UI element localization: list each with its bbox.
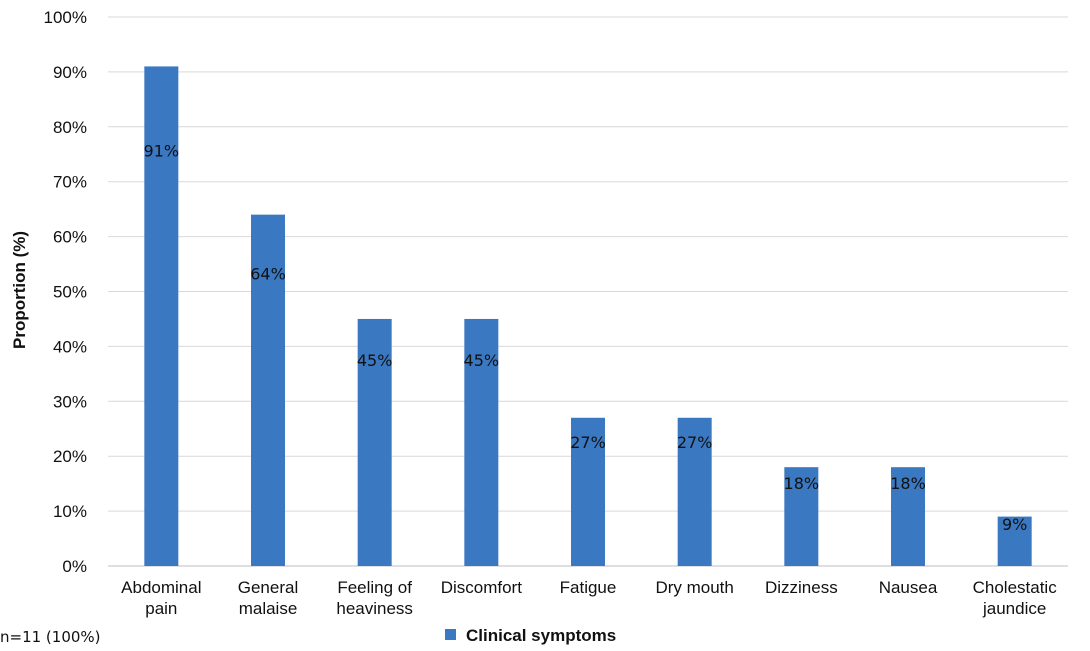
x-axis-ticks: Abdominal pain General malaise Feeling of hea… <box>121 578 1057 618</box>
bar <box>251 214 285 566</box>
x-tick-label: Fatigue <box>560 578 617 597</box>
data-label: 45% <box>464 351 500 370</box>
y-tick-label: 60% <box>53 228 87 247</box>
bars <box>144 66 1032 566</box>
bar <box>144 66 179 566</box>
legend-swatch <box>445 629 456 640</box>
data-label: 18% <box>784 474 820 493</box>
bar <box>784 467 819 566</box>
x-tick-label: Dry mouth <box>655 578 733 597</box>
y-axis-ticks: 0% 10% 20% 30% 40% 50% 60% 70% 80% 90% 100% <box>44 8 87 576</box>
y-tick-label: 30% <box>53 392 87 411</box>
bar <box>571 417 605 566</box>
bar <box>464 318 499 566</box>
data-label: 64% <box>250 264 286 283</box>
y-tick-label: 90% <box>53 63 87 82</box>
bar <box>357 318 392 566</box>
y-tick-label: 20% <box>53 447 87 466</box>
sample-size-note: n=11 (100%) <box>0 628 101 646</box>
x-tick-label: Nausea <box>879 578 938 597</box>
data-label: 18% <box>890 474 926 493</box>
data-label: 45% <box>357 351 393 370</box>
x-tick-label: Dizziness <box>765 578 838 597</box>
y-tick-label: 0% <box>62 557 87 576</box>
bar <box>891 467 925 566</box>
y-tick-label: 40% <box>53 337 87 356</box>
data-labels: 91% 64% 45% 45% 27% 27% 18% 18% 9% <box>144 141 1028 534</box>
legend: Clinical symptoms <box>445 626 616 645</box>
x-tick-label: Cholestatic jaundice <box>973 578 1058 618</box>
y-tick-label: 50% <box>53 283 87 302</box>
y-tick-label: 10% <box>53 502 87 521</box>
data-label: 9% <box>1002 515 1027 534</box>
bar <box>677 417 712 566</box>
y-tick-label: 80% <box>53 118 87 137</box>
x-tick-label: Abdominal pain <box>121 578 201 618</box>
y-tick-label: 100% <box>44 8 87 27</box>
legend-label: Clinical symptoms <box>466 626 616 645</box>
data-label: 27% <box>677 433 713 452</box>
data-label: 27% <box>570 433 606 452</box>
x-tick-label: Discomfort <box>441 578 523 597</box>
x-tick-label: General malaise <box>238 578 298 618</box>
bar <box>997 516 1032 566</box>
y-axis-title: Proportion (%) <box>10 231 29 349</box>
y-tick-label: 70% <box>53 173 87 192</box>
data-label: 91% <box>144 141 180 160</box>
x-tick-label: Feeling of heaviness <box>336 578 413 618</box>
